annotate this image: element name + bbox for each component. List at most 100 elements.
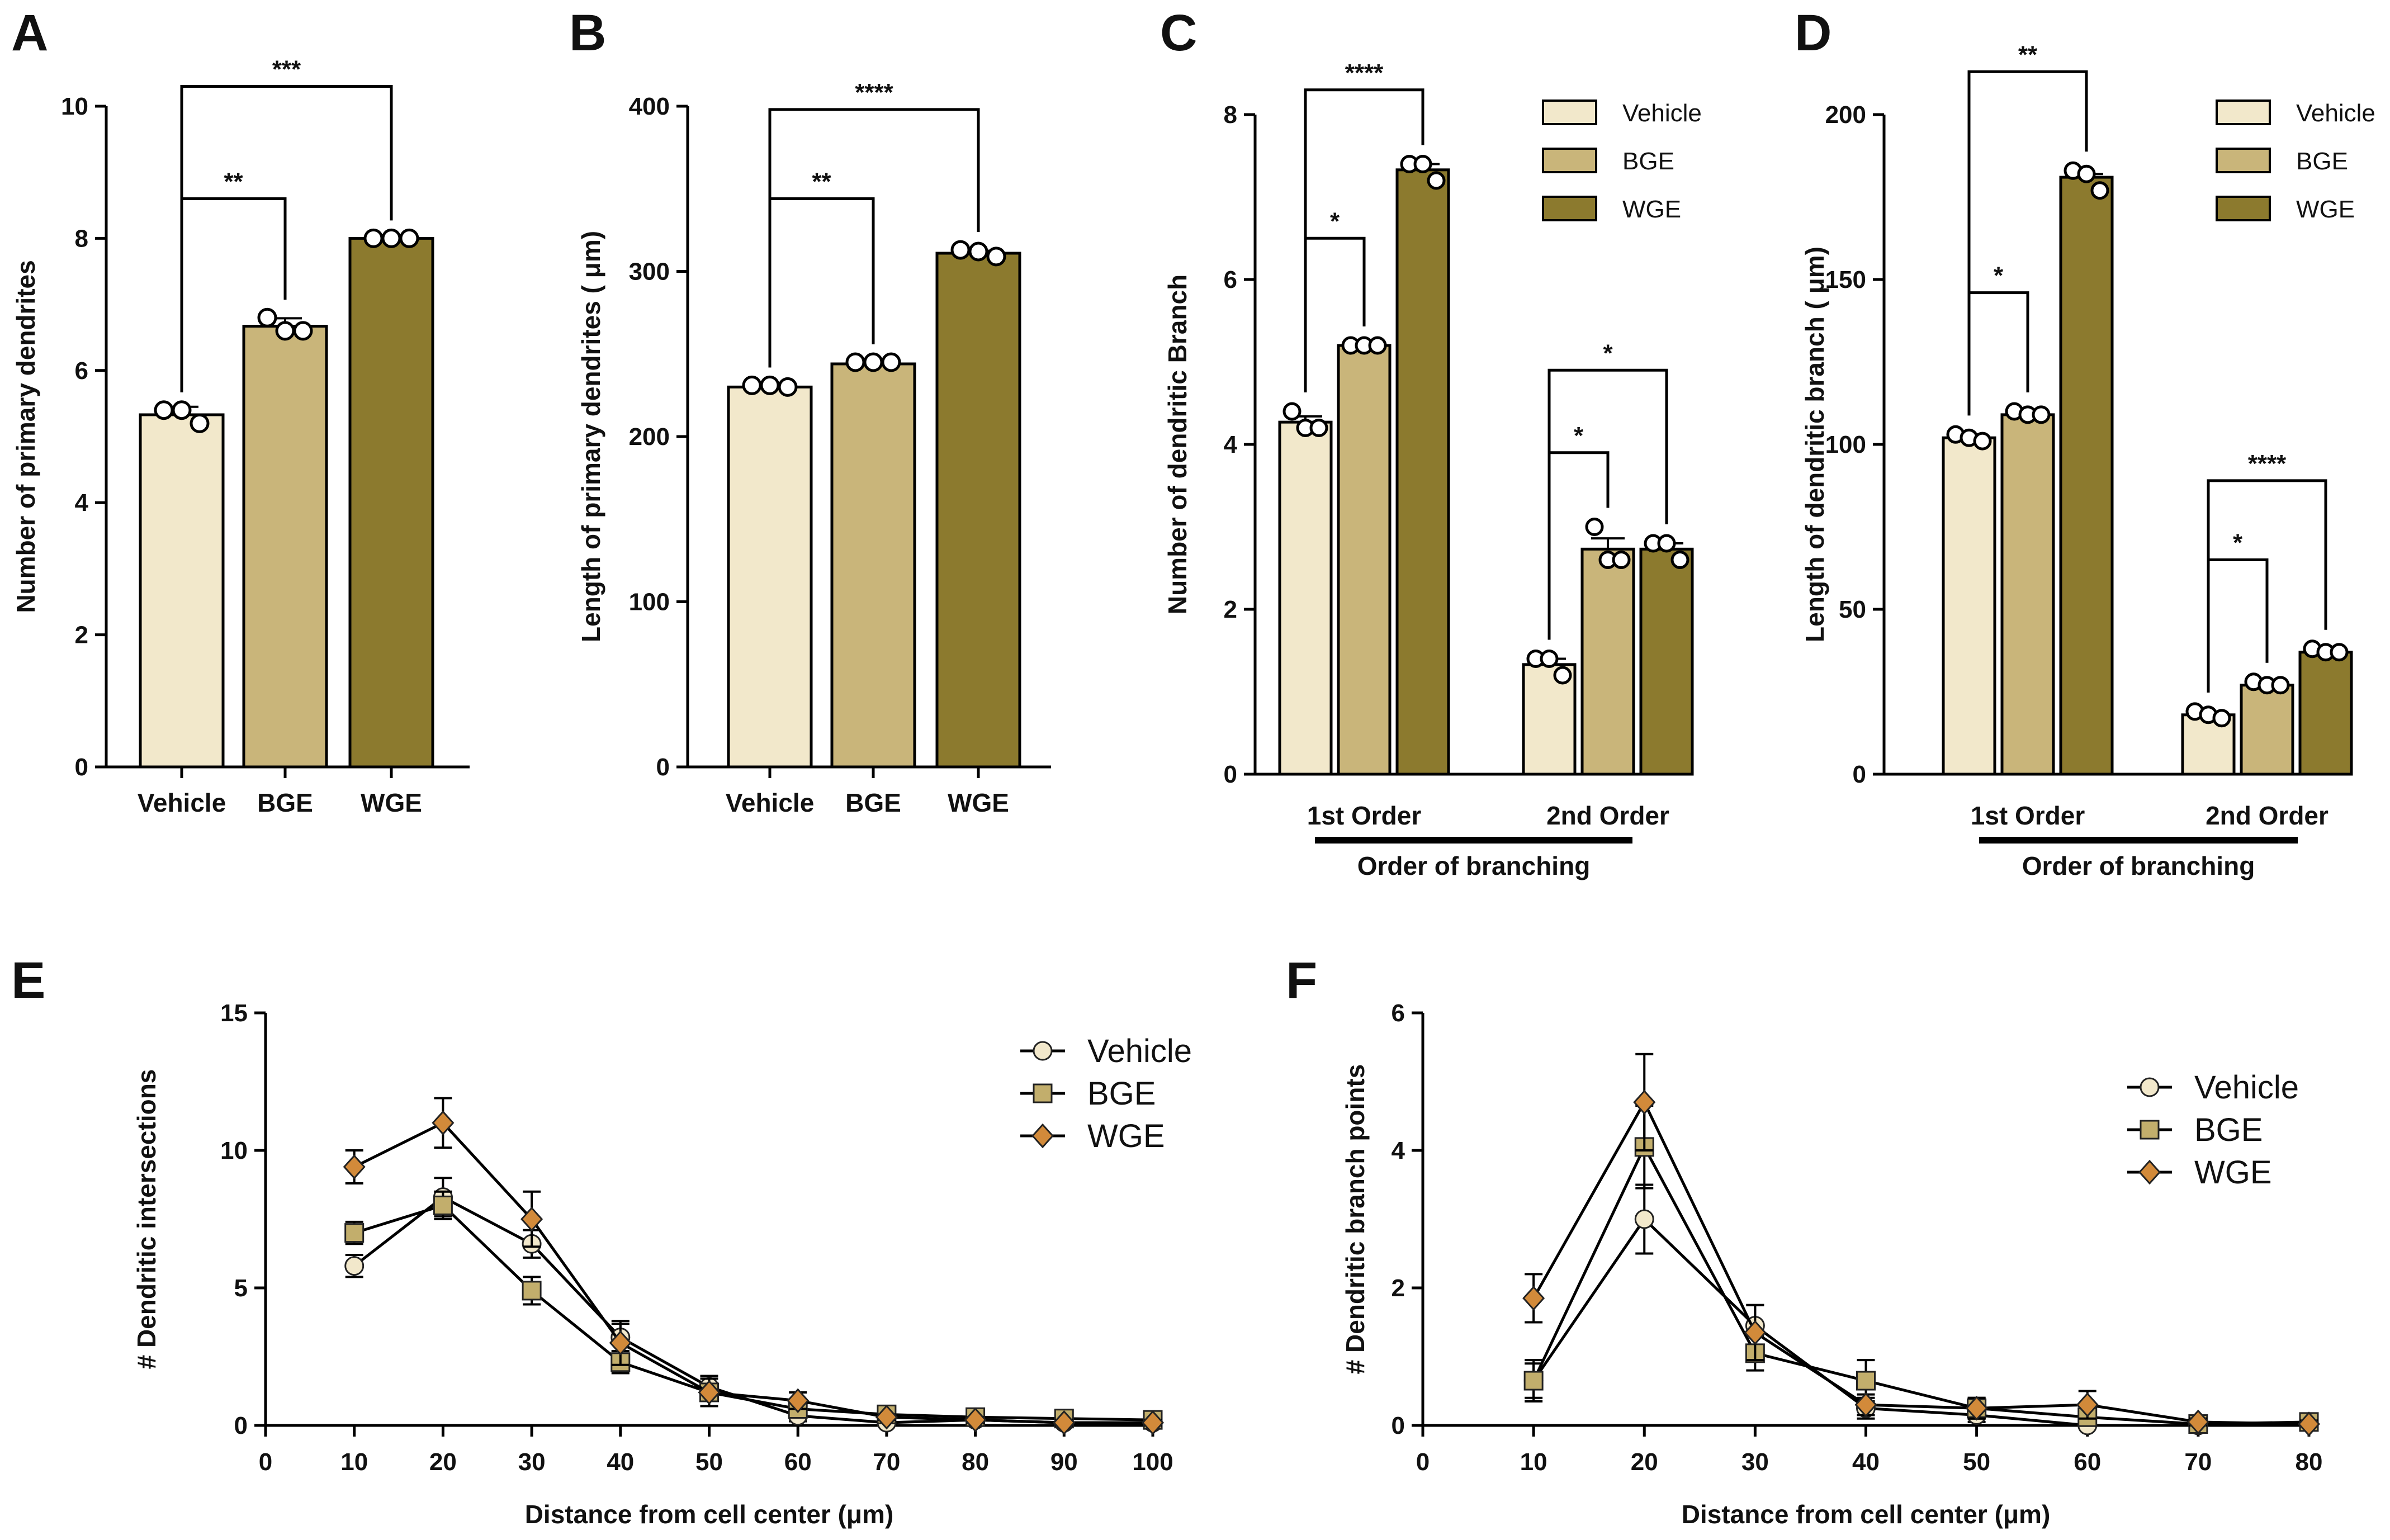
significance-label: *** <box>272 56 301 83</box>
data-point <box>432 1110 455 1136</box>
data-point <box>1282 402 1302 421</box>
data-point <box>1585 518 1604 536</box>
legend: Vehicle BGE WGE <box>2127 1069 2299 1191</box>
legend: Vehicle BGE WGE <box>1542 99 1702 223</box>
y-tick-label: 400 <box>629 93 670 120</box>
significance-label: * <box>2233 529 2243 557</box>
y-tick-label: 4 <box>1392 1137 1405 1164</box>
x-category-label: Vehicle <box>726 788 815 817</box>
x-axis-title: Distance from cell center (μm) <box>525 1500 894 1529</box>
bar-bge <box>242 325 328 769</box>
legend: Vehicle BGE WGE <box>2216 99 2375 223</box>
significance-bracket <box>1967 70 2088 416</box>
x-category-label: BGE <box>845 788 901 817</box>
y-tick-label: 300 <box>629 258 670 286</box>
legend-label: Vehicle <box>2296 99 2375 127</box>
legend-label: BGE <box>2296 148 2348 175</box>
x-tick-label: 80 <box>962 1448 989 1476</box>
significance-label: **** <box>2248 450 2287 477</box>
bar-wge <box>935 252 1021 769</box>
bar-vehicle <box>1278 420 1333 776</box>
x-tick-label: 30 <box>1741 1448 1769 1476</box>
legend-swatch-wge <box>2216 196 2271 221</box>
data-point <box>2090 181 2109 200</box>
y-tick-label: 4 <box>75 489 89 517</box>
bar-bge <box>2000 413 2055 776</box>
data-point <box>2187 1409 2209 1435</box>
y-tick-label: 0 <box>75 754 88 781</box>
bar-vehicle <box>1942 436 1996 776</box>
data-point <box>2212 709 2231 728</box>
y-tick-label: 10 <box>61 93 88 120</box>
bar-bge <box>1337 344 1392 776</box>
data-point <box>2297 1411 2321 1437</box>
data-point <box>399 228 419 248</box>
group-label: 1st Order <box>1971 801 2085 830</box>
data-point <box>381 228 401 248</box>
x-tick-label: 10 <box>1520 1448 1547 1476</box>
data-point <box>609 1330 632 1356</box>
data-point <box>343 1154 366 1179</box>
data-point <box>1522 1286 1545 1311</box>
data-point <box>1612 551 1631 569</box>
data-point <box>257 307 277 328</box>
y-tick-label: 4 <box>1224 431 1238 458</box>
series-vehicle <box>1523 1183 2319 1435</box>
x-tick-label: 40 <box>1852 1448 1880 1476</box>
data-point <box>1670 551 1689 569</box>
x-tick-label: 40 <box>607 1448 634 1476</box>
significance-label: * <box>1994 262 2004 290</box>
data-point <box>2032 405 2051 424</box>
legend-swatch-wge <box>1542 196 1597 221</box>
group-axis-title: Order of branching <box>1357 851 1591 880</box>
x-tick-label: 10 <box>340 1448 368 1476</box>
significance-bracket <box>2207 558 2269 693</box>
y-axis-title: Number of dendritic Branch <box>1163 274 1192 614</box>
x-tick-label: 60 <box>784 1448 812 1476</box>
y-axis-title: Number of primary dendrites <box>11 260 40 613</box>
data-point <box>986 247 1006 267</box>
x-tick-label: 70 <box>2184 1448 2212 1476</box>
panel-letter: A <box>11 4 48 61</box>
data-point <box>344 1223 365 1243</box>
x-category-label: BGE <box>257 788 313 817</box>
legend-marker-vehicle <box>1033 1041 1053 1061</box>
y-tick-label: 2 <box>75 622 88 649</box>
y-tick-label: 50 <box>1839 596 1866 623</box>
significance-label: ** <box>224 168 243 195</box>
series-line <box>1532 1144 2309 1426</box>
group-axis-title: Order of branching <box>2022 851 2255 880</box>
x-tick-label: 20 <box>429 1448 457 1476</box>
data-point <box>2076 1392 2099 1418</box>
data-point <box>1657 534 1676 553</box>
x-tick-label: 80 <box>2296 1448 2323 1476</box>
legend-swatch-vehicle <box>1542 99 1597 125</box>
legend-label: WGE <box>1087 1118 1165 1154</box>
data-point <box>2271 676 2290 695</box>
data-point <box>433 1195 453 1215</box>
x-tick-label: 70 <box>873 1448 900 1476</box>
legend-label: Vehicle <box>1087 1033 1192 1069</box>
series-line <box>353 1203 1153 1421</box>
data-point <box>1053 1410 1076 1435</box>
bar-bge <box>2240 684 2294 776</box>
legend-swatch-vehicle <box>2216 99 2271 125</box>
data-point <box>778 377 798 397</box>
data-point <box>2330 643 2349 662</box>
significance-bracket <box>1547 368 1668 640</box>
data-point <box>293 321 313 341</box>
legend-marker-wge <box>2138 1159 2161 1185</box>
legend-marker-vehicle <box>2140 1077 2160 1097</box>
y-tick-label: 150 <box>1825 266 1866 293</box>
panel-A: A 0 2 4 6 8 10 Number of primary dendrites Vehic… <box>11 4 470 817</box>
y-axis-title: Length of dendritic branch ( μm) <box>1800 247 1829 642</box>
bar-bge <box>1580 547 1635 776</box>
bar-wge <box>2298 651 2353 776</box>
x-tick-label: 50 <box>1963 1448 1990 1476</box>
significance-label: ** <box>2018 41 2038 68</box>
bar-vehicle <box>727 385 813 769</box>
y-tick-label: 0 <box>1853 761 1866 788</box>
series-line <box>353 1121 1153 1424</box>
data-point <box>881 352 901 372</box>
